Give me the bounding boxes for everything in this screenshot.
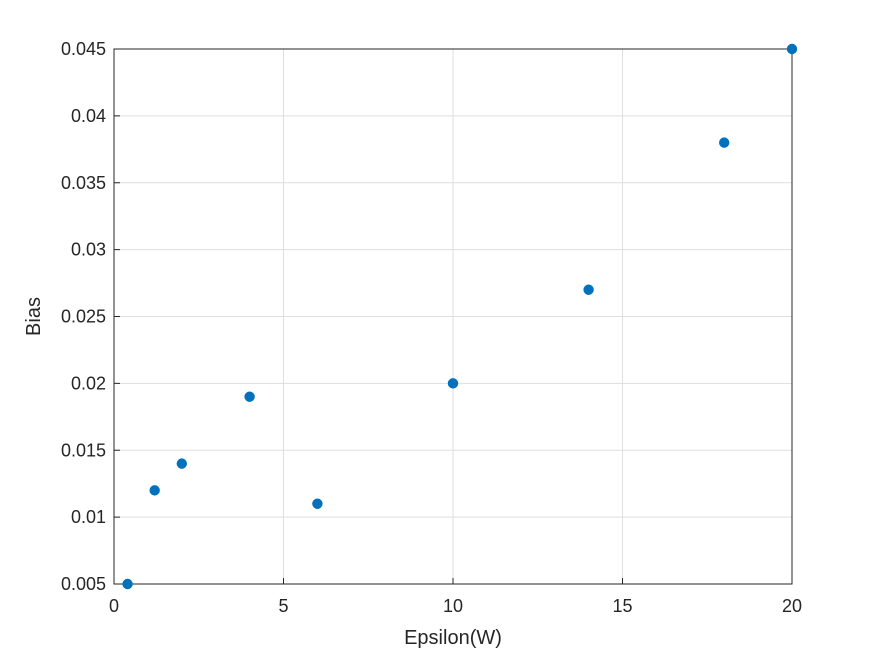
- data-point: [447, 378, 459, 389]
- data-point: [149, 485, 160, 496]
- x-tick-label: 0: [109, 596, 119, 616]
- y-tick-label: 0.045: [61, 39, 106, 59]
- data-points: [122, 43, 798, 590]
- x-tick-label: 15: [612, 596, 632, 616]
- y-tick-label: 0.04: [71, 106, 106, 126]
- data-point: [176, 458, 187, 469]
- x-tick-label: 5: [278, 596, 288, 616]
- grid: [113, 48, 793, 585]
- x-tick-label: 20: [782, 596, 802, 616]
- data-point: [786, 43, 798, 55]
- y-tick-labels: 0.005 0.01 0.015 0.02 0.025 0.03 0.035 0.04 0.04…: [61, 39, 106, 594]
- y-axis-title: Bias: [23, 297, 45, 336]
- y-tick-label: 0.02: [71, 373, 106, 393]
- y-tick-label: 0.005: [61, 574, 106, 594]
- x-tick-labels: 0 5 10 15 20: [109, 596, 802, 616]
- x-axis-title: Epsilon(W): [404, 627, 502, 649]
- data-point: [312, 498, 323, 509]
- axis-ticks: [113, 48, 793, 585]
- y-tick-label: 0.035: [61, 173, 106, 193]
- y-tick-label: 0.01: [71, 507, 106, 527]
- data-point: [122, 578, 133, 590]
- y-tick-label: 0.025: [61, 307, 106, 327]
- x-tick-label: 10: [443, 596, 463, 616]
- data-point: [244, 391, 255, 402]
- data-point: [719, 137, 730, 148]
- y-tick-label: 0.03: [71, 240, 106, 260]
- data-point: [583, 284, 594, 295]
- y-tick-label: 0.015: [61, 440, 106, 460]
